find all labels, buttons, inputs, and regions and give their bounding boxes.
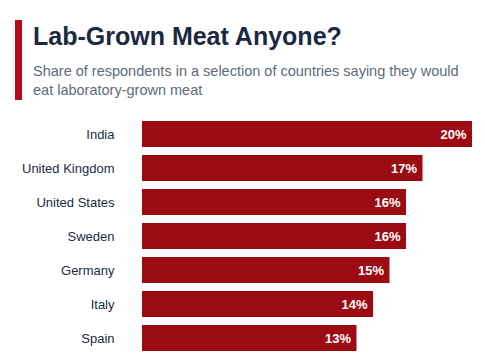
svg-text:13%: 13% [325,331,351,346]
svg-text:15%: 15% [358,263,384,278]
svg-text:Spain: Spain [81,331,114,346]
svg-text:India: India [86,127,115,142]
html-text:Lab-Grown Meat Anyone?: Lab-Grown Meat Anyone? [33,22,342,50]
svg-text:United Kingdom: United Kingdom [22,161,115,176]
svg-text:20%: 20% [440,127,466,142]
svg-text:16%: 16% [374,229,400,244]
svg-text:17%: 17% [391,161,417,176]
svg-text:14%: 14% [341,297,367,312]
html-text:Share of respondents in a sele: Share of respondents in a selection of c… [33,63,459,98]
svg-text:United States: United States [36,195,115,210]
svg-text:16%: 16% [374,195,400,210]
svg-text:Germany: Germany [61,263,115,278]
svg-text:Italy: Italy [91,297,115,312]
svg-text:Sweden: Sweden [68,229,115,244]
